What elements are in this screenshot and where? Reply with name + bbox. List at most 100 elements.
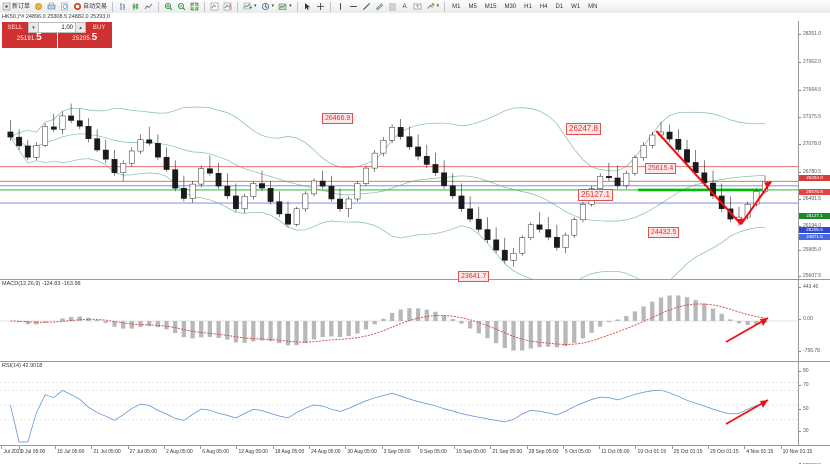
annotation-23641-7[interactable]: 23641.7 [458, 271, 490, 282]
label-tool[interactable]: T [412, 1, 423, 13]
timeframe-mn[interactable]: MN [585, 1, 600, 13]
candle-body [59, 115, 66, 130]
sell-price[interactable]: 25191. 5 [2, 33, 57, 48]
timeframe-m15[interactable]: M15 [482, 1, 500, 13]
timeframe-label: MN [588, 3, 598, 10]
candle-body [666, 131, 673, 140]
candle-body [154, 143, 161, 158]
price-level-tag[interactable]: 24871.5 [799, 234, 830, 240]
sell-button[interactable]: SELL [2, 22, 28, 33]
volume-decrement-button[interactable]: ▾ [28, 22, 39, 33]
one-click-trading-panel[interactable]: SELL ▾ 1.00 ▴ BUY 25191. 5 25205. 5 [2, 22, 112, 48]
chevron-down-icon[interactable]: ▾ [289, 3, 292, 9]
expert-advisors-button[interactable] [33, 1, 44, 13]
macd-trend-arrow[interactable] [725, 317, 769, 343]
zoom-in-icon [164, 2, 173, 11]
zoom-in-button[interactable] [163, 1, 174, 13]
cursor-tool[interactable] [302, 1, 313, 13]
candlestick-chart-button[interactable] [130, 1, 141, 13]
chevron-down-icon[interactable]: ▾ [254, 3, 257, 9]
candle-body [449, 185, 456, 197]
shift-end-button[interactable] [209, 1, 220, 13]
crosshair-tool[interactable] [315, 1, 326, 13]
price-tick-label: 26780.5 [803, 169, 822, 175]
price-level-tag[interactable]: 25575.8 [799, 189, 830, 195]
downtrend-arrow[interactable] [655, 130, 742, 226]
trendline-icon [362, 2, 371, 11]
annotation-26247-8[interactable]: 26247.8 [566, 123, 601, 135]
arrow-cursor-icon [303, 2, 312, 11]
price-tick-label: 27375.5 [803, 114, 822, 120]
zoom-out-button[interactable] [176, 1, 187, 13]
print-button[interactable] [46, 1, 57, 13]
line-chart-button[interactable] [143, 1, 154, 13]
price-pane-body[interactable] [0, 21, 798, 279]
timeframe-w1[interactable]: W1 [568, 1, 583, 13]
toolbar-separator [237, 1, 239, 12]
candle-body [467, 208, 474, 220]
annotation-26466-9[interactable]: 26466.9 [322, 113, 354, 124]
sell-price-integer: 25191 [16, 36, 35, 42]
trendline-tool[interactable] [361, 1, 372, 13]
candle-body [85, 126, 92, 139]
annotation-24432-5[interactable]: 24432.5 [648, 227, 680, 238]
volume-input[interactable]: 1.00 [39, 22, 75, 33]
timeframe-h1[interactable]: H1 [521, 1, 535, 13]
buy-button[interactable]: BUY [86, 22, 112, 33]
volume-increment-button[interactable]: ▴ [75, 22, 86, 33]
time-tick [744, 446, 746, 449]
time-scale[interactable]: Jul 2021 9 Jul 05:00 15 Jul 05:00 21 Jul 05… [0, 445, 830, 463]
bar-chart-button[interactable] [117, 1, 128, 13]
timeframe-m30[interactable]: M30 [501, 1, 519, 13]
time-label: 18 Aug 05:00 [274, 449, 305, 455]
candle-body [128, 150, 135, 164]
channel-tool[interactable] [374, 1, 385, 13]
candle-body [232, 195, 239, 210]
symbol-ohlc-line: HK50.)*# 24896.0 25308.5 24882.0 25293.0 [0, 13, 830, 21]
price-level-tag[interactable]: 25127.1 [799, 213, 830, 219]
text-tool[interactable]: A [400, 1, 410, 13]
buy-price-fraction: 5 [91, 32, 98, 43]
uptrend-arrow[interactable] [740, 180, 772, 225]
horizontal-line-tool[interactable] [348, 1, 359, 13]
fibonacci-tool[interactable] [387, 1, 398, 13]
candle-body [519, 237, 526, 254]
price-level-tag[interactable]: 25294.0 [799, 175, 830, 181]
objects-tool[interactable]: ▾ [425, 1, 441, 13]
timeframe-m5[interactable]: M5 [465, 1, 479, 13]
tile-windows-button[interactable] [189, 1, 200, 13]
new-order-button[interactable]: 新订单 [1, 1, 31, 13]
templates-button[interactable]: ▾ [277, 1, 293, 13]
timeframe-m1[interactable]: M1 [449, 1, 463, 13]
print-preview-button[interactable] [59, 1, 70, 13]
auto-scroll-button[interactable] [222, 1, 233, 13]
vertical-line-tool[interactable] [335, 1, 346, 13]
autotrading-button[interactable]: 自动交易 [72, 1, 108, 13]
chevron-down-icon[interactable]: ▾ [271, 3, 275, 9]
rsi-pane-body[interactable] [0, 362, 798, 446]
time-label: 15 Sep 05:00 [456, 449, 486, 455]
timeframe-label: M15 [484, 3, 497, 10]
candle-body [458, 195, 465, 210]
annotation-25127-1[interactable]: 25127.1 [578, 189, 613, 201]
price-tick-label: 27962.0 [803, 59, 822, 65]
timeframe-h4[interactable]: H4 [537, 1, 551, 13]
candle-body [363, 167, 370, 184]
chevron-down-icon[interactable]: ▾ [436, 3, 440, 9]
candle-body [163, 156, 170, 170]
price-pane[interactable] [0, 21, 798, 279]
timeframe-d1[interactable]: D1 [552, 1, 566, 13]
rsi-pane[interactable]: RSI(14) 42.9018 [0, 361, 798, 446]
candle-body [267, 187, 274, 202]
indicators-button[interactable]: ▾ [242, 1, 258, 13]
candle-body [441, 172, 448, 186]
timeframes-button[interactable]: ▾ [260, 1, 276, 13]
price-scale[interactable]: 28261.0 27962.0 27664.5 27375.5 27078.0 26780… [798, 21, 830, 466]
annotation-25615-4[interactable]: 25615.4 [645, 163, 677, 174]
price-level-tag[interactable]: 25205.5 [799, 227, 830, 233]
macd-pane-body[interactable] [0, 280, 798, 362]
candle-body [501, 249, 508, 261]
buy-price[interactable]: 25205. 5 [57, 32, 112, 48]
macd-pane[interactable]: MACD(12,26,9) -124.83 -163.98 [0, 279, 798, 362]
rsi-trend-arrow[interactable] [725, 399, 769, 425]
